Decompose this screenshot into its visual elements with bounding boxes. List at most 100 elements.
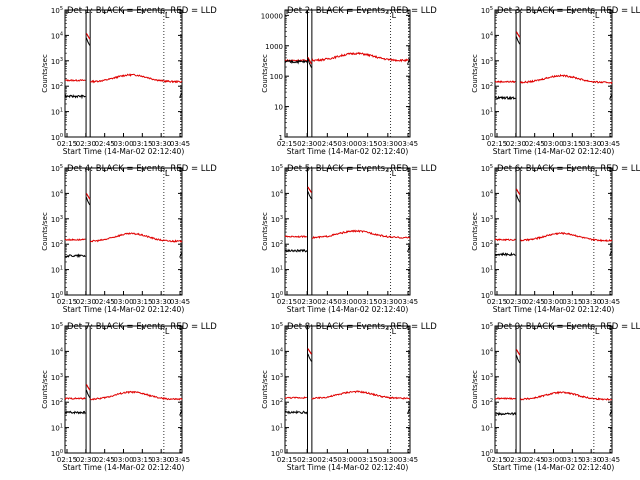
x-tick-label: 03:45: [170, 298, 190, 306]
y-tick-label: 100: [481, 133, 493, 142]
detector-panel: Det 8: BLACK = Events, RED = LLD 100 101 10…: [261, 322, 437, 472]
y-tick-label: 1000: [265, 43, 283, 51]
panel-title: Det 8: BLACK = Events, RED = LLD: [287, 322, 437, 332]
y-tick-label: 102: [51, 240, 63, 249]
lld-series-line: [520, 391, 613, 401]
events-spike-line: [515, 355, 521, 364]
detector-panel: Det 4: BLACK = Events, RED = LLD10010110…: [41, 164, 217, 314]
events-spike-line: [307, 58, 312, 68]
x-tick-label: 02:15: [57, 456, 77, 464]
x-axis-label: Start Time (14-Mar-02 02:12:40): [493, 463, 615, 472]
x-tick-label: 02:15: [277, 456, 297, 464]
y-tick-label: 103: [271, 373, 283, 382]
x-axis-label: Start Time (14-Mar-02 02:12:40): [63, 147, 185, 156]
x-tick-label: 03:00: [543, 140, 563, 148]
y-axis-label: Counts/sec: [41, 212, 49, 251]
y-tick-label: 101: [481, 108, 493, 117]
y-tick-label: 102: [481, 82, 493, 91]
lld-spike-line: [85, 33, 91, 40]
y-tick-label: 104: [271, 347, 283, 356]
y-axis-label: Counts/sec: [471, 54, 479, 93]
x-tick-label: 03:45: [170, 140, 190, 148]
events-series-line: [494, 95, 516, 101]
x-tick-label: 03:45: [600, 140, 620, 148]
x-tick-label: 03:45: [398, 298, 418, 306]
x-tick-label: 02:15: [57, 140, 77, 148]
lld-spike-line: [85, 193, 91, 200]
lld-series-line: [494, 397, 516, 401]
x-tick-label: 02:45: [317, 456, 337, 464]
panel-title: Det 5: BLACK = Events, RED = LLD: [287, 164, 437, 174]
x-tick-label: 03:00: [337, 456, 357, 464]
x-tick-label: 02:30: [506, 298, 526, 306]
x-tick-label: 03:30: [581, 298, 601, 306]
events-series-line: [284, 59, 308, 65]
marker-label: L: [392, 327, 397, 336]
lld-series-line: [89, 232, 183, 243]
y-tick-label: 101: [51, 424, 63, 433]
x-tick-label: 02:15: [487, 140, 507, 148]
x-tick-label: 02:45: [525, 456, 545, 464]
y-tick-label: 102: [51, 82, 63, 91]
events-series-line: [179, 252, 183, 258]
y-tick-label: 104: [51, 347, 63, 356]
x-tick-label: 02:15: [277, 140, 297, 148]
x-tick-label: 02:45: [95, 298, 115, 306]
x-tick-label: 03:00: [337, 298, 357, 306]
x-tick-label: 02:45: [525, 140, 545, 148]
x-tick-label: 03:00: [113, 140, 133, 148]
lld-series-line: [89, 390, 183, 401]
plot-frame: [494, 325, 613, 454]
y-tick-label: 105: [481, 164, 493, 173]
detector-panel: Det 5: BLACK = Events, RED = LLD 100 101 10…: [261, 164, 437, 314]
events-series-line: [609, 410, 613, 416]
y-tick-label: 101: [51, 108, 63, 117]
x-axis-label: Start Time (14-Mar-02 02:12:40): [63, 463, 185, 472]
x-axis-label: Start Time (14-Mar-02 02:12:40): [63, 305, 185, 314]
x-tick-label: 03:00: [337, 140, 357, 148]
x-tick-label: 03:30: [378, 140, 398, 148]
events-series-line: [179, 92, 183, 98]
x-tick-label: 03:15: [358, 456, 378, 464]
y-tick-label: 105: [51, 164, 63, 173]
y-tick-label: 104: [51, 31, 63, 40]
y-tick-label: 100: [51, 291, 63, 300]
x-tick-label: 03:00: [543, 456, 563, 464]
y-axis-label: Counts/sec: [261, 54, 269, 93]
lld-spike-line: [307, 56, 313, 65]
plot-frame: [284, 325, 411, 454]
y-tick-label: 101: [51, 266, 63, 275]
panel-title: Det 3: BLACK = Events, RED = LLD: [497, 6, 640, 16]
lld-series-line: [311, 229, 411, 239]
x-tick-label: 02:45: [95, 456, 115, 464]
y-tick-label: 105: [51, 322, 63, 331]
x-tick-label: 03:15: [132, 140, 152, 148]
lld-series-line: [90, 73, 183, 84]
marker-label: L: [595, 327, 600, 336]
x-tick-label: 03:15: [358, 140, 378, 148]
events-spike-line: [85, 389, 91, 398]
events-spike-line: [307, 353, 312, 362]
y-tick-label: 103: [51, 57, 63, 66]
events-series-line: [64, 93, 86, 100]
y-tick-label: 103: [271, 215, 283, 224]
marker-label: L: [165, 327, 170, 336]
x-axis-label: Start Time (14-Mar-02 02:12:40): [287, 305, 409, 314]
x-tick-label: 02:45: [317, 298, 337, 306]
x-tick-label: 03:15: [358, 298, 378, 306]
marker-label: L: [392, 169, 397, 178]
y-tick-label: 10: [274, 104, 283, 112]
y-axis-label: Counts/sec: [471, 370, 479, 409]
x-tick-label: 03:45: [170, 456, 190, 464]
y-tick-label: 103: [51, 215, 63, 224]
y-tick-label: 105: [481, 6, 493, 15]
y-axis-label: Counts/sec: [471, 212, 479, 251]
x-tick-label: 03:30: [378, 456, 398, 464]
y-tick-label: 104: [481, 347, 493, 356]
marker-label: L: [595, 169, 600, 178]
detector-panel: Det 3: BLACK = Events, RED = LLD 100 101 10…: [471, 6, 640, 156]
x-tick-label: 02:15: [487, 456, 507, 464]
y-tick-label: 105: [481, 322, 493, 331]
x-tick-label: 02:30: [76, 140, 96, 148]
events-spike-line: [307, 191, 312, 200]
